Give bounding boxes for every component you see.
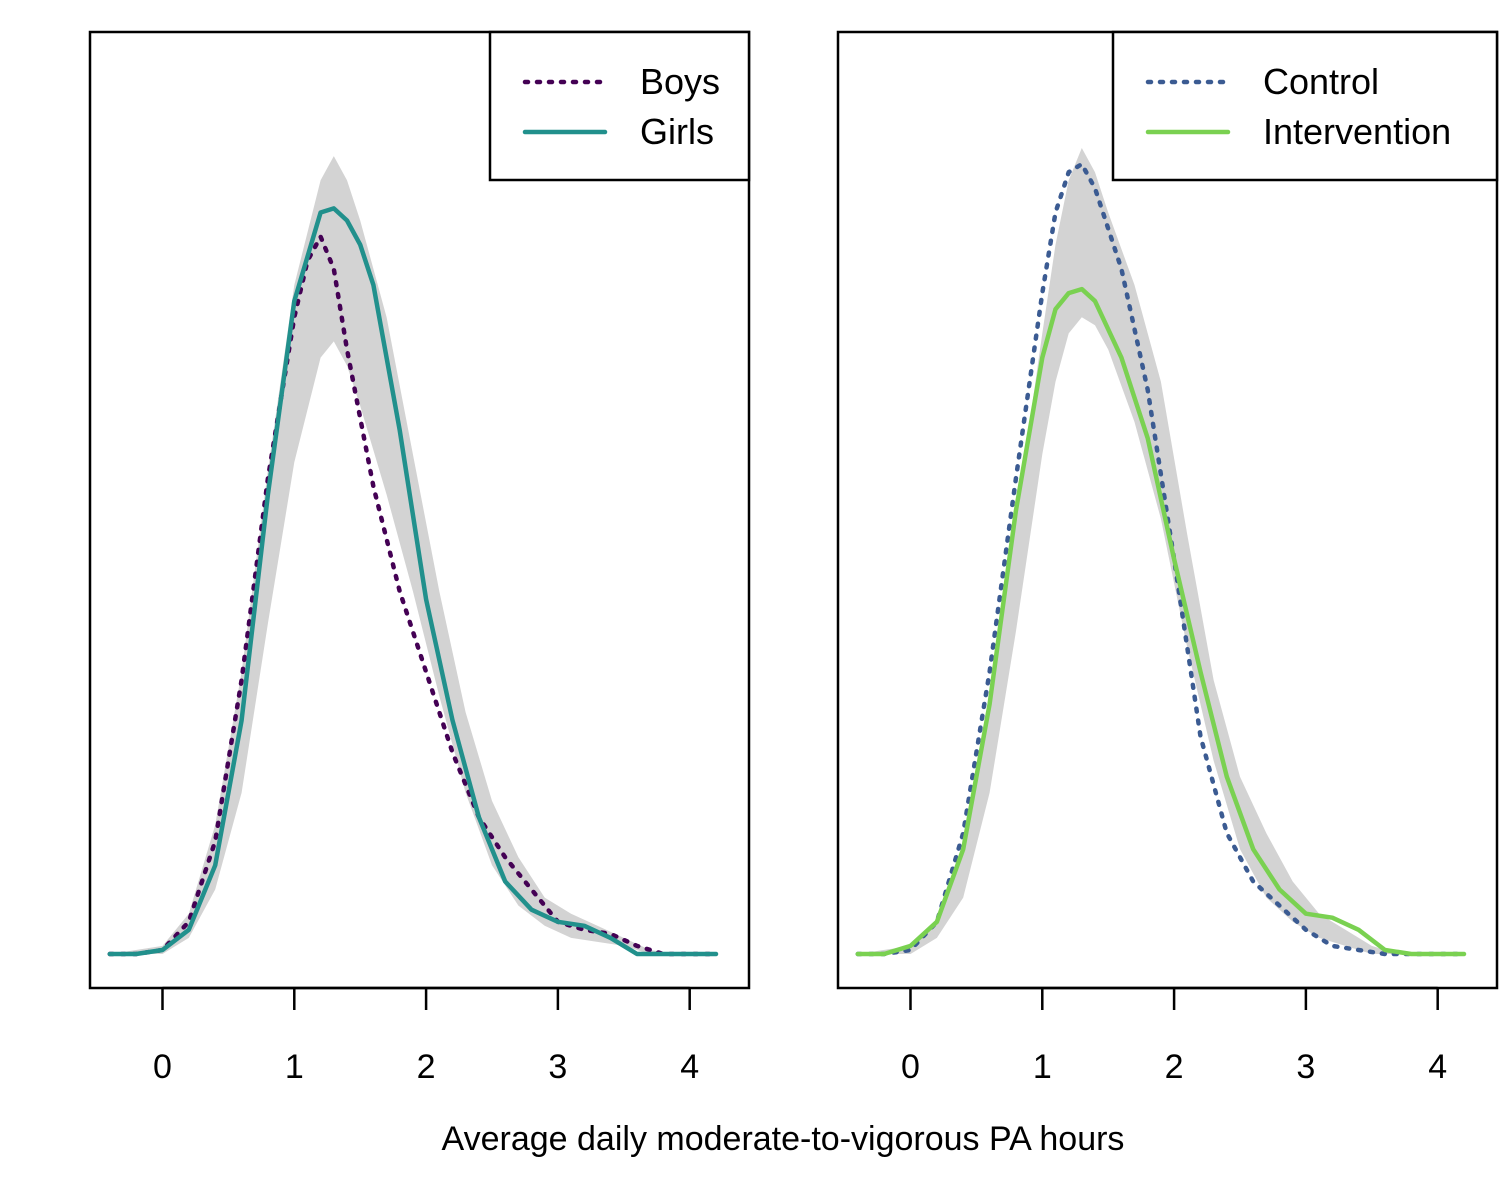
x-tick-label: 1 bbox=[285, 1048, 304, 1086]
x-tick-label: 0 bbox=[153, 1048, 172, 1086]
x-tick-label: 2 bbox=[417, 1048, 436, 1086]
shared-x-axis-label: Average daily moderate-to-vigorous PA ho… bbox=[442, 1120, 1125, 1158]
x-tick-label: 0 bbox=[901, 1048, 920, 1086]
legend: Boys Girls bbox=[488, 30, 751, 182]
x-tick-label: 4 bbox=[680, 1048, 699, 1086]
x-tick-label: 1 bbox=[1033, 1048, 1052, 1086]
x-tick-label: 2 bbox=[1165, 1048, 1184, 1086]
legend-label-control: Control bbox=[1263, 61, 1379, 102]
left-panel-boys-girls: 0 1 2 3 4 Boys Girls bbox=[88, 30, 751, 1086]
confidence-band bbox=[109, 156, 717, 955]
legend-box bbox=[1111, 30, 1499, 182]
series-line-girls bbox=[107, 206, 719, 957]
series-line-control bbox=[855, 161, 1467, 957]
x-tick-label: 3 bbox=[548, 1048, 567, 1086]
series-line-intervention bbox=[855, 286, 1467, 957]
right-panel-control-intervention: 0 1 2 3 4 Control Intervention bbox=[836, 30, 1499, 1086]
x-tick-label: 3 bbox=[1296, 1048, 1315, 1086]
legend-box bbox=[488, 30, 751, 182]
legend: Control Intervention bbox=[1111, 30, 1499, 182]
legend-label-boys: Boys bbox=[640, 61, 720, 102]
series-line-boys bbox=[107, 234, 719, 957]
legend-label-girls: Girls bbox=[640, 111, 714, 152]
x-tick-label: 4 bbox=[1428, 1048, 1447, 1086]
legend-label-intervention: Intervention bbox=[1263, 111, 1451, 152]
